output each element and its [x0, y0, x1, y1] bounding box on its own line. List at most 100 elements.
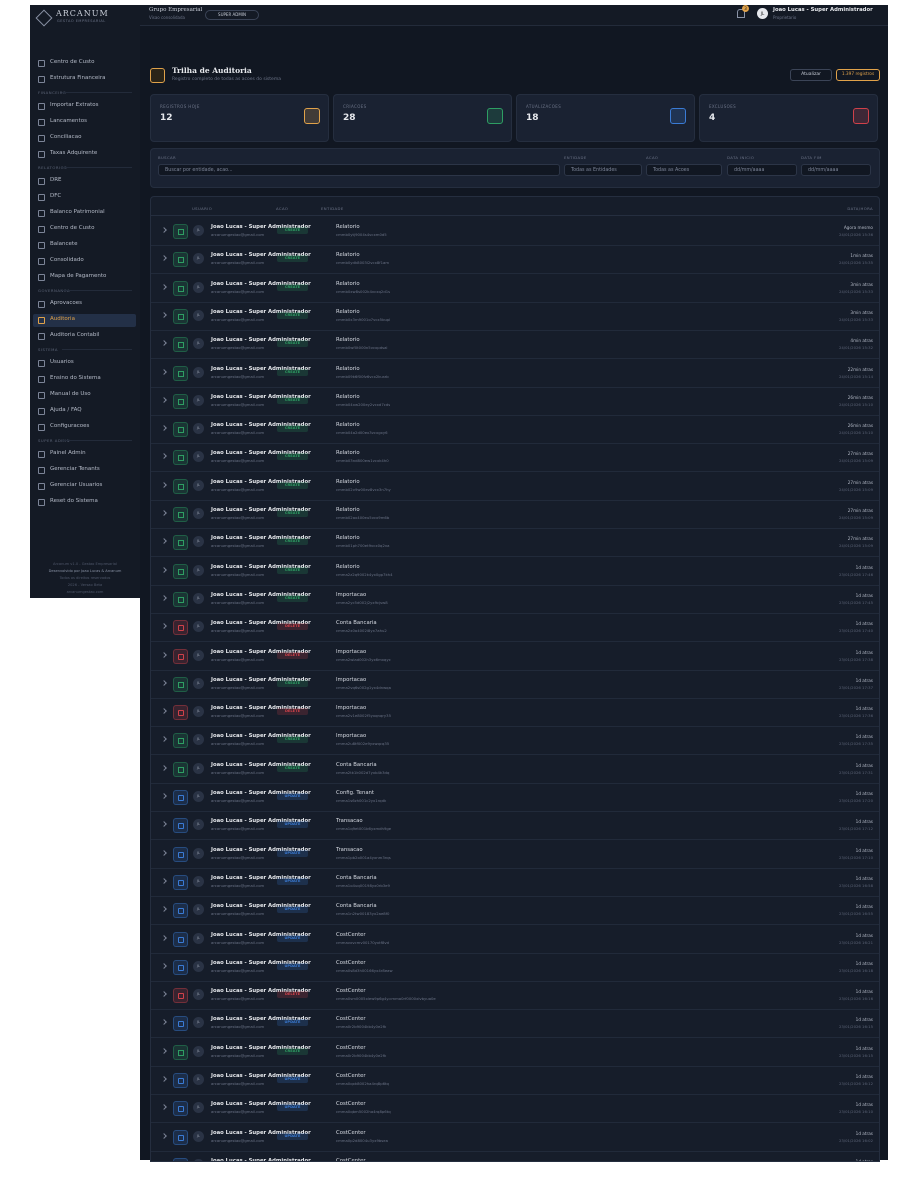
menu-item[interactable]: Gerenciar Tenants [50, 466, 100, 472]
expand-chevron[interactable] [161, 878, 167, 884]
expand-chevron[interactable] [161, 566, 167, 573]
menu-item[interactable]: Taxas Adquirente [50, 150, 98, 156]
expand-chevron[interactable] [161, 849, 167, 856]
expand-chevron[interactable] [161, 736, 167, 743]
expand-chevron[interactable] [161, 255, 167, 262]
expand-chevron[interactable] [161, 340, 167, 347]
expand-chevron[interactable] [161, 227, 167, 233]
expand-chevron[interactable] [161, 510, 167, 516]
user-avatar[interactable]: JL [757, 8, 768, 19]
expand-chevron[interactable] [161, 821, 167, 828]
expand-chevron[interactable] [161, 793, 167, 799]
expand-chevron[interactable] [161, 538, 167, 545]
expand-chevron[interactable] [161, 651, 167, 658]
menu-item[interactable]: DRE [50, 177, 62, 183]
expand-chevron[interactable] [161, 764, 167, 771]
expand-chevron[interactable] [161, 1104, 167, 1111]
menu-item[interactable]: Auditoria Contabil [50, 332, 100, 338]
menu-item[interactable]: Importar Extratos [50, 102, 99, 108]
expand-chevron[interactable] [161, 906, 167, 913]
menu-item[interactable]: Consolidado [50, 257, 84, 263]
menu-item[interactable]: Ajuda / FAQ [50, 407, 82, 413]
menu-item[interactable]: Conciliacao [50, 134, 82, 140]
expand-chevron[interactable] [161, 368, 167, 375]
expand-chevron[interactable] [161, 934, 167, 941]
expand-chevron[interactable] [161, 991, 167, 997]
expand-chevron[interactable] [161, 453, 167, 460]
menu-item[interactable]: Balanco Patrimonial [50, 209, 105, 215]
filter-input[interactable]: dd/mm/aaaa [801, 164, 871, 176]
menu-item[interactable]: Usuarios [50, 359, 74, 365]
menu-item[interactable]: Lancamentos [50, 118, 87, 124]
expand-chevron[interactable] [161, 425, 167, 431]
expand-chevron[interactable] [161, 1132, 167, 1139]
menu-item[interactable]: Balancete [50, 241, 78, 247]
filter-input[interactable]: Todas as Entidades [564, 164, 642, 176]
expand-chevron[interactable] [161, 1047, 167, 1054]
expand-chevron[interactable] [161, 1019, 167, 1026]
expand-chevron[interactable] [161, 481, 167, 488]
menu-item[interactable]: Centro de Custo [50, 225, 95, 231]
menu-item[interactable]: Reset do Sistema [50, 498, 98, 504]
bell[interactable] [737, 9, 745, 18]
menu-item[interactable]: Configuracoes [50, 423, 90, 429]
expand-chevron[interactable] [161, 708, 167, 714]
filter-input[interactable]: Todas as Acoes [646, 164, 722, 176]
menu-item[interactable]: Painel Admin [50, 450, 86, 456]
menu-item[interactable]: Aprovacoes [50, 300, 83, 306]
menu-item[interactable]: DFC [50, 193, 62, 199]
expand-chevron[interactable] [161, 962, 167, 969]
expand-chevron[interactable] [161, 283, 167, 290]
expand-chevron[interactable] [161, 1076, 167, 1082]
menu-item[interactable]: Centro de Custo [50, 59, 95, 65]
menu-item[interactable]: Ensino do Sistema [50, 375, 101, 381]
expand-chevron[interactable] [161, 623, 167, 630]
expand-chevron[interactable] [161, 312, 167, 318]
expand-chevron[interactable] [161, 1161, 167, 1162]
filter-input[interactable]: Buscar por entidade, acao... [158, 164, 560, 176]
expand-chevron[interactable] [161, 679, 167, 686]
menu-item[interactable]: Manual de Uso [50, 391, 91, 397]
refresh-button[interactable]: Atualizar [790, 69, 832, 81]
filter-input[interactable]: dd/mm/aaaa [727, 164, 797, 176]
menu-item[interactable]: Auditoria [50, 316, 75, 322]
expand-chevron[interactable] [161, 396, 167, 403]
menu-item[interactable]: Mapa de Pagamento [50, 273, 107, 279]
expand-chevron[interactable] [161, 595, 167, 601]
menu-item[interactable]: Estrutura Financeira [50, 75, 106, 81]
menu-item[interactable]: Gerenciar Usuarios [50, 482, 103, 488]
